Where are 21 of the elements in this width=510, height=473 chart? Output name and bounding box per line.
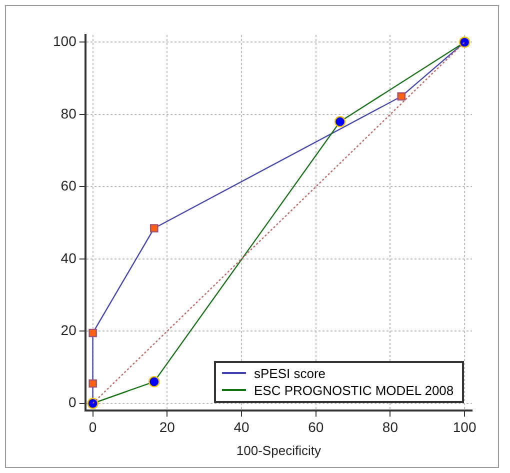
point [334,116,346,128]
y-tick-label: 20 [60,322,77,338]
point [150,224,158,232]
x-axis-title: 100-Specificity [236,442,322,458]
x-tick-label: 100 [452,418,476,435]
x-tick-label: 40 [234,418,250,435]
y-tick-label: 40 [60,250,77,266]
legend-label: ESC PROGNOSTIC MODEL 2008 [254,382,454,399]
x-tick-label: 20 [159,418,176,435]
x-tick-label: 80 [382,418,398,435]
y-tick-label: 0 [68,394,77,410]
x-tick-label: 60 [308,418,324,435]
y-tick-label: 100 [53,33,77,50]
y-tick-label: 80 [60,105,77,122]
y-tick-label: 60 [60,178,77,194]
legend-label: sPESI score [254,364,326,382]
x-tick-label: 0 [88,418,97,435]
point [88,379,97,388]
point [148,376,160,388]
point [88,328,97,338]
point [397,92,406,101]
